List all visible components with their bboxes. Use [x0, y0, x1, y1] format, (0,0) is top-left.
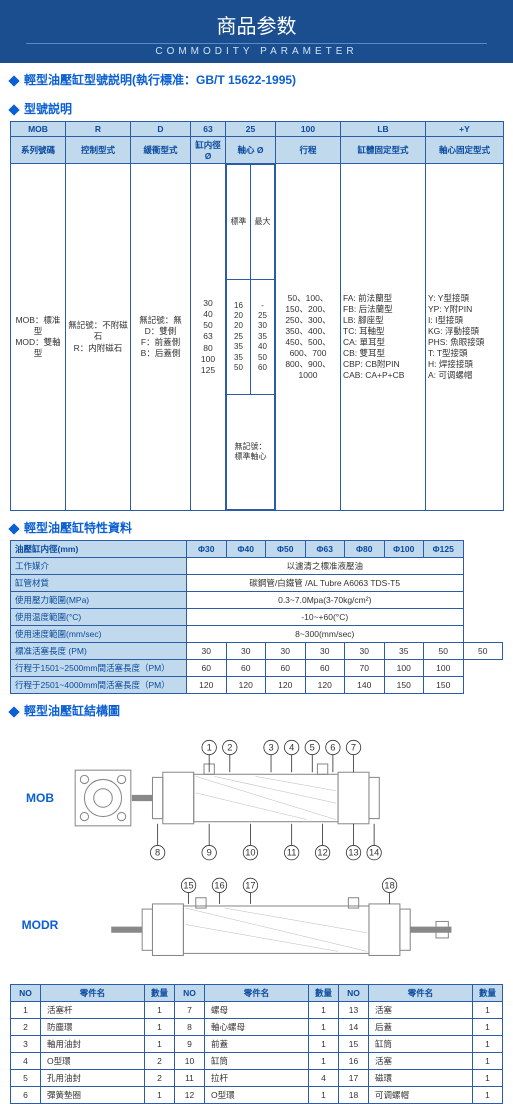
buffer-cell: 無記號：無 D：雙側 F：前蓋側 B：后蓋側: [131, 164, 191, 511]
stroke-cell: 50、100、 150、200、 250、300、 350、400、 450、5…: [276, 164, 341, 511]
svg-text:13: 13: [348, 848, 358, 858]
section1-title: 輕型油壓缸型號説明(執行標准：GB/T 15622-1995): [0, 63, 513, 92]
section4-title: 輕型油壓缸結構圖: [0, 694, 513, 723]
svg-text:11: 11: [287, 848, 297, 858]
diag2-label: MODR: [10, 918, 70, 932]
svg-text:16: 16: [214, 880, 224, 890]
svg-text:6: 6: [330, 743, 335, 753]
svg-text:17: 17: [245, 880, 255, 890]
svg-text:1: 1: [207, 743, 212, 753]
parts-table: NO零件名數量NO零件名數量NO零件名數量1活塞杆17螺母113活塞12防塵環1…: [10, 984, 503, 1104]
header-divider: [26, 43, 488, 44]
diamond-icon: [8, 523, 19, 534]
svg-text:4: 4: [289, 743, 294, 753]
svg-text:2: 2: [227, 743, 232, 753]
spec-table: 油壓缸内徑(mm)Φ30Φ40Φ50Φ63Φ80Φ100Φ125工作媒介以濾清之…: [10, 540, 503, 694]
page-header: 商品参数 COMMODITY PARAMETER: [0, 0, 513, 63]
diamond-icon: [8, 706, 19, 717]
svg-text:7: 7: [351, 743, 356, 753]
svg-text:15: 15: [183, 880, 193, 890]
bore-cell: 30 40 50 63 80 100 125: [191, 164, 226, 511]
model-head-row: MOBRD 6325 100LB+Y: [11, 122, 504, 137]
diamond-icon: [8, 75, 19, 86]
modr-diagram: 15 16 17 18: [70, 873, 503, 976]
mob-diagram: 1234567891011121314: [70, 731, 503, 865]
svg-text:12: 12: [317, 848, 327, 858]
rodtype-cell: Y: Y型接頭 YP: Y附PIN I: I型接頭 KG: 浮動接頭 PHS: …: [426, 164, 504, 511]
svg-text:5: 5: [310, 743, 315, 753]
diagram-area: MOB 123456: [10, 731, 503, 976]
svg-text:9: 9: [207, 848, 212, 858]
svg-text:3: 3: [268, 743, 273, 753]
bodytype-cell: FA: 前法蘭型 FB: 后法蘭型 LB: 腳座型 TC: 耳軸型 CA: 單耳…: [341, 164, 426, 511]
svg-text:18: 18: [384, 880, 394, 890]
series-cell: MOB：標准型 MOD：雙軸型: [11, 164, 66, 511]
section2-title: 型號説明: [0, 92, 513, 121]
diamond-icon: [8, 104, 19, 115]
model-body-row: MOB：標准型 MOD：雙軸型 無記號：不附磁石 R：内附磁石 無記號：無 D：…: [11, 164, 504, 511]
svg-text:8: 8: [155, 848, 160, 858]
header-title-cn: 商品参数: [0, 10, 513, 39]
model-table: MOBRD 6325 100LB+Y 系列號碼控制型式緩衝型式 缸内徑 Ø軸心 …: [10, 121, 504, 511]
svg-text:14: 14: [369, 848, 379, 858]
section3-title: 輕型油壓缸特性資料: [0, 511, 513, 540]
diag1-label: MOB: [10, 791, 70, 805]
control-cell: 無記號：不附磁石 R：内附磁石: [66, 164, 131, 511]
svg-text:10: 10: [245, 848, 255, 858]
header-title-en: COMMODITY PARAMETER: [0, 46, 513, 57]
model-sub-row: 系列號碼控制型式緩衝型式 缸内徑 Ø軸心 Ø 行程缸體固定型式軸心固定型式: [11, 137, 504, 164]
